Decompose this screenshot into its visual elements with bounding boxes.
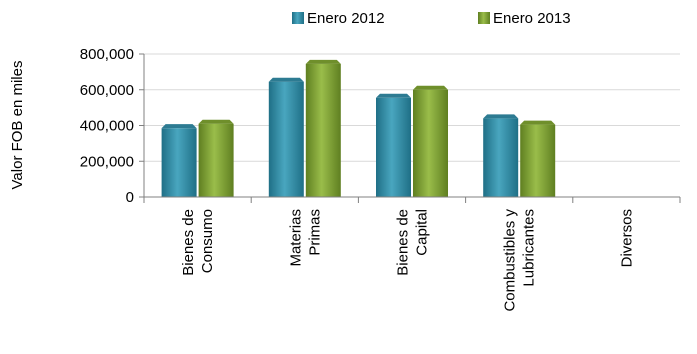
legend-swatch-enero-2013 bbox=[478, 12, 490, 24]
bar bbox=[413, 85, 448, 197]
bar-body bbox=[520, 124, 556, 197]
y-tick-label: 600,000 bbox=[80, 82, 134, 99]
axes bbox=[143, 54, 681, 203]
y-tick-label: 200,000 bbox=[80, 153, 134, 170]
bar-top bbox=[520, 120, 556, 125]
bar bbox=[198, 119, 234, 197]
bar-body bbox=[376, 97, 411, 197]
bar-top bbox=[198, 119, 234, 124]
bars bbox=[161, 59, 556, 197]
x-category-label: Materias bbox=[287, 209, 304, 267]
bar-top bbox=[305, 59, 341, 64]
x-category-label: Capital bbox=[414, 209, 431, 256]
x-category-label: Consumo bbox=[199, 209, 216, 273]
y-tick-label: 400,000 bbox=[80, 118, 134, 135]
legend-swatch-enero-2012 bbox=[292, 12, 304, 24]
bar bbox=[376, 93, 411, 197]
bar-body bbox=[161, 128, 197, 197]
legend-label-enero-2013: Enero 2013 bbox=[493, 10, 571, 27]
bar-body bbox=[268, 81, 304, 197]
x-category-label: Bienes de bbox=[180, 209, 197, 276]
y-tick-label: 800,000 bbox=[80, 46, 134, 63]
legend: Enero 2012 Enero 2013 bbox=[292, 10, 571, 27]
bar-top bbox=[483, 114, 519, 119]
bar bbox=[161, 124, 197, 197]
x-category-label: Diversos bbox=[618, 209, 635, 267]
y-tick-label: 0 bbox=[126, 189, 134, 206]
bar bbox=[520, 120, 556, 197]
bar bbox=[305, 59, 341, 197]
legend-label-enero-2012: Enero 2012 bbox=[307, 10, 385, 27]
bar bbox=[483, 114, 519, 197]
x-category-label: Bienes de bbox=[395, 209, 412, 276]
y-axis-ticks: 800,000 600,000 400,000 200,000 0 bbox=[80, 46, 144, 206]
bar-top bbox=[161, 124, 197, 129]
bar-body bbox=[413, 89, 448, 197]
y-axis-title: Valor FOB en miles bbox=[9, 61, 26, 190]
x-category-label: Lubricantes bbox=[521, 209, 538, 287]
bar-body bbox=[483, 118, 519, 197]
x-category-label: Combustibles y bbox=[502, 209, 519, 312]
bar-body bbox=[198, 123, 234, 197]
bar-top bbox=[268, 77, 304, 82]
bar-top bbox=[413, 85, 448, 90]
bar-top bbox=[376, 93, 411, 98]
x-axis-categories: Bienes de Consumo Materias Primas Bienes de C… bbox=[180, 209, 635, 312]
bar bbox=[268, 77, 304, 197]
bar-body bbox=[305, 63, 341, 197]
x-category-label: Primas bbox=[306, 209, 323, 256]
